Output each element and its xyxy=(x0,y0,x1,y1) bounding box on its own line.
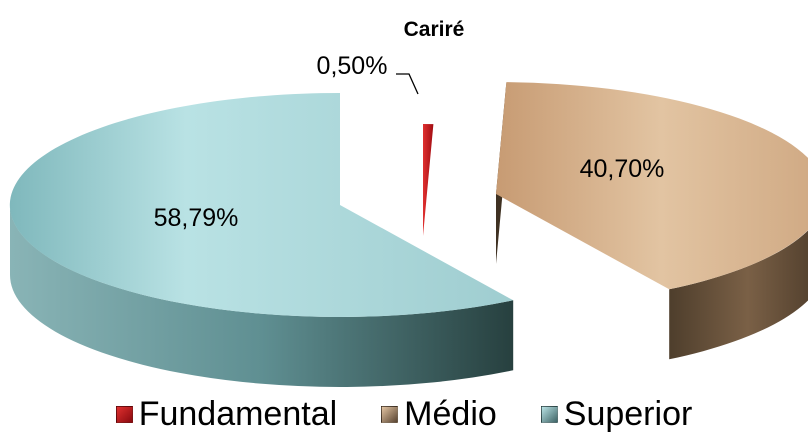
chart-subtitle: Cariré xyxy=(403,18,465,41)
legend-label-medio: Médio xyxy=(404,394,497,433)
pie-slice-fundamental xyxy=(423,124,434,236)
data-label-superior: 58,79% xyxy=(154,204,239,232)
legend-label-superior: Superior xyxy=(563,394,693,433)
leader-line-fundamental xyxy=(396,73,419,95)
slice-top-face xyxy=(423,124,434,236)
data-label-medio: 40,70% xyxy=(580,155,665,183)
legend-swatch-fundamental xyxy=(115,405,133,423)
legend-item-superior: Superior xyxy=(540,394,693,434)
pie-slice-superior xyxy=(9,92,514,387)
slice-side-wall xyxy=(669,230,808,360)
chart-legend: Fundamental Médio Superior xyxy=(0,394,808,434)
legend-swatch-medio xyxy=(381,405,399,423)
legend-item-medio: Médio xyxy=(381,395,497,434)
legend-item-fundamental: Fundamental xyxy=(115,394,338,434)
slice-top-face xyxy=(496,82,808,290)
data-label-fundamental: 0,50% xyxy=(317,52,388,80)
legend-label-fundamental: Fundamental xyxy=(138,394,338,433)
pie-slice-medio xyxy=(496,82,808,360)
slice-top-face xyxy=(9,92,514,317)
legend-swatch-superior xyxy=(540,405,558,423)
slice-side-wall xyxy=(10,205,514,387)
